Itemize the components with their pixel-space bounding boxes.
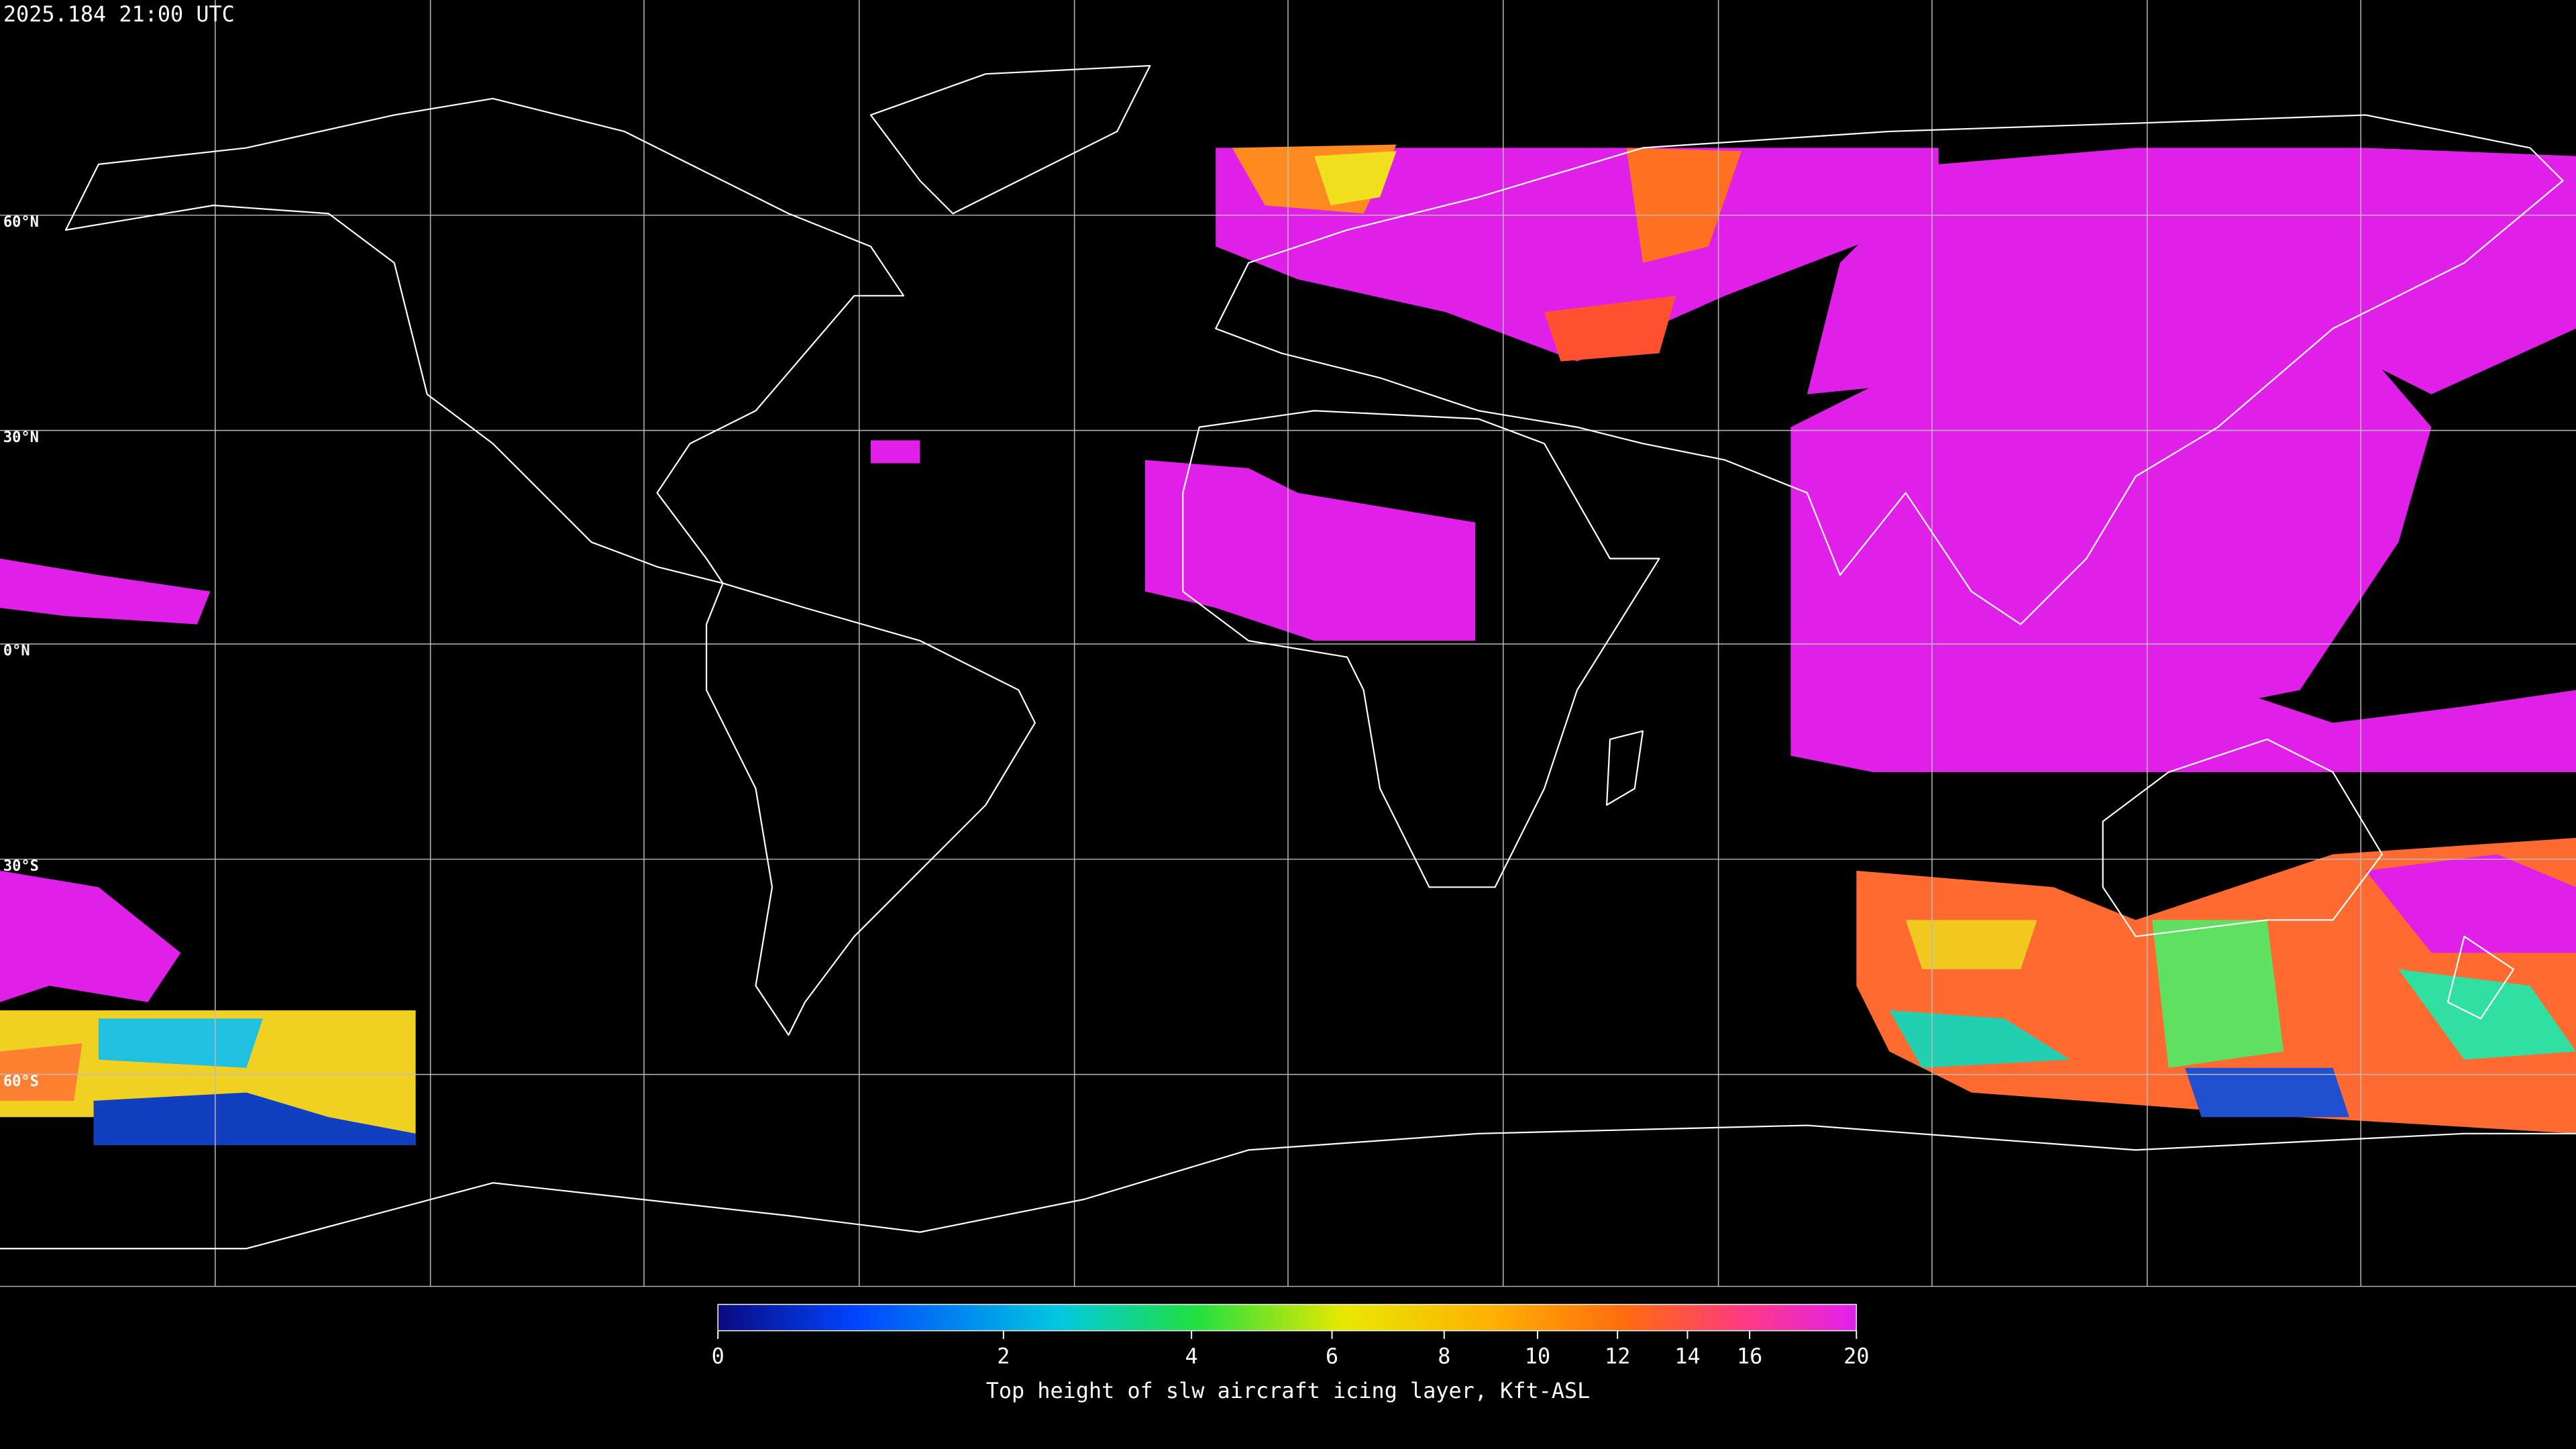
coastlines <box>0 64 2576 1250</box>
colorbar-tick-label: 16 <box>1737 1344 1762 1369</box>
icing-patch <box>1216 148 1939 362</box>
colorbar-tick-label: 4 <box>1185 1344 1198 1369</box>
icing-patch <box>1314 151 1397 206</box>
icing-patch <box>98 1018 263 1068</box>
icing-patch <box>0 558 211 625</box>
icing-patch <box>93 1092 416 1145</box>
colorbar-tick-label: 8 <box>1438 1344 1450 1369</box>
colorbar: Top height of slw aircraft icing layer, … <box>712 1303 1870 1403</box>
graticule <box>0 0 2576 1287</box>
icing-patch <box>1144 460 1476 641</box>
coastline <box>1182 410 1660 888</box>
icing-patch <box>2365 854 2576 953</box>
latitude-labels: 60°N 30°N 0°N 30°S 60°S <box>3 214 39 1090</box>
coastline <box>2447 935 2515 1020</box>
coastline <box>1215 114 2564 625</box>
colorbar-tick-label: 12 <box>1605 1344 1630 1369</box>
colorbar-tick-label: 10 <box>1525 1344 1550 1369</box>
timestamp: 2025.184 21:00 UTC <box>3 1 235 27</box>
latitude-label: 0°N <box>3 643 30 659</box>
coastline <box>0 1124 2576 1250</box>
icing-patch <box>1790 641 2576 773</box>
latitude-label: 60°N <box>3 214 39 231</box>
icing-patch <box>870 440 920 464</box>
icing-patch <box>1626 148 1741 263</box>
icing-field <box>0 144 2576 1145</box>
latitude-label: 30°S <box>3 858 39 875</box>
colorbar-label: Top height of slw aircraft icing layer, … <box>986 1378 1591 1403</box>
coastline <box>2102 738 2383 938</box>
colorbar-tick-label: 2 <box>997 1344 1010 1369</box>
colorbar-tick-label: 14 <box>1674 1344 1700 1369</box>
colorbar-tick-label: 0 <box>712 1344 724 1369</box>
icing-patch <box>2398 969 2576 1060</box>
coastline <box>705 582 1036 1036</box>
icing-patch <box>0 1043 83 1101</box>
coastline <box>869 64 1151 215</box>
icing-patch <box>0 870 181 1002</box>
icing-patch <box>1905 920 2037 969</box>
icing-patch <box>1544 295 1676 362</box>
icing-patch <box>1790 287 2432 740</box>
colorbar-scale <box>717 1303 1858 1332</box>
icing-patch <box>2152 920 2284 1068</box>
latitude-label: 60°S <box>3 1073 39 1090</box>
icing-patch <box>2185 1067 2350 1118</box>
colorbar-tick-label: 20 <box>1843 1344 1869 1369</box>
icing-patch <box>1889 1010 2070 1068</box>
latitude-label: 30°N <box>3 429 39 446</box>
coastline <box>1606 730 1644 806</box>
colorbar-tick-label: 6 <box>1326 1344 1338 1369</box>
coastline <box>64 97 905 584</box>
icing-patch <box>1807 148 2576 394</box>
